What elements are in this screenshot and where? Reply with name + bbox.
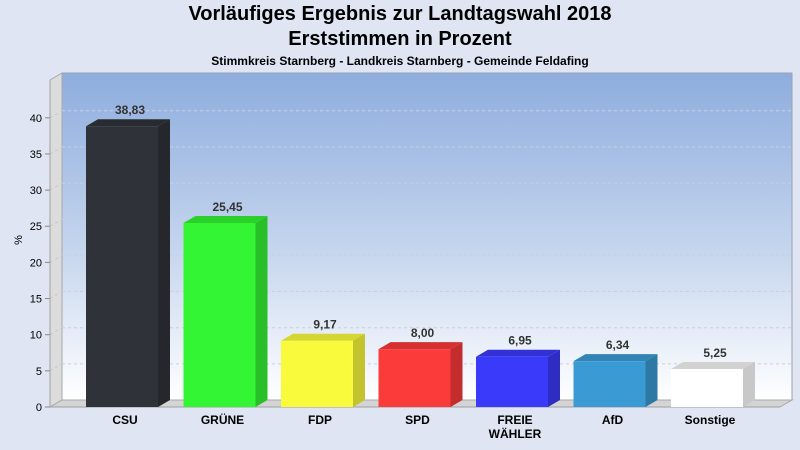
bar-freie-wähler [476,349,560,407]
bar-csu [86,119,170,407]
plot-side-wall [49,72,63,408]
y-tick-label: 10 [30,330,42,342]
value-label: 25,45 [212,200,242,214]
bar-fdp [281,333,365,407]
category-label: FDP [308,413,332,427]
gridline-side [49,182,63,191]
bar-spd [378,342,463,407]
category-label: WÄHLER [489,426,542,441]
gridline-side [49,146,63,155]
bar-front [281,340,353,407]
gridline-side [49,218,63,227]
value-label: 8,00 [411,326,435,340]
y-tick-label: 5 [36,366,42,378]
category-label: GRÜNE [201,412,244,427]
bar-top [476,349,560,357]
bar-afd [573,354,658,407]
bar-top [86,119,170,127]
gridline-side [49,110,63,119]
bar-side [158,119,170,407]
bar-side [645,354,658,407]
gridline-side [49,254,63,263]
y-tick-label: 40 [30,113,42,125]
bar-top [573,354,658,362]
y-axis-label: % [13,235,25,245]
value-label: 6,95 [508,334,532,348]
value-label: 9,17 [313,318,337,332]
chart-subtitle: Erststimmen in Prozent [288,28,512,50]
bar-top [671,362,755,370]
bar-front [378,349,451,407]
y-tick-label: 0 [36,402,42,414]
bar-top [378,342,463,350]
bar-top [281,333,365,341]
bar-side [743,362,755,407]
y-tick-label: 30 [30,185,42,197]
bar-front [183,222,256,407]
gridline-side [49,291,63,299]
value-label: 38,83 [115,103,145,117]
y-tick-label: 15 [30,294,42,306]
value-label: 6,34 [606,338,630,352]
bar-side [255,215,268,407]
bar-front [86,126,158,407]
gridline-side [49,363,63,372]
bar-side [353,333,365,407]
bar-front [476,356,548,407]
chart-location: Stimmkreis Starnberg - Landkreis Starnbe… [211,54,589,68]
chart-title: Vorläufiges Ergebnis zur Landtagswahl 20… [188,3,612,25]
bar-side [450,342,463,407]
category-label: CSU [112,413,137,427]
category-label: Sonstige [685,413,736,427]
category-label: FREIE [497,413,532,427]
category-label: AfD [602,413,624,427]
bar-sonstige [671,362,755,407]
value-label: 5,25 [703,346,727,360]
bar-side [548,349,560,407]
bar-front [573,361,646,407]
bar-grüne [183,215,268,407]
y-tick-label: 25 [30,221,42,233]
y-tick-label: 35 [30,149,42,161]
bar-front [671,369,743,407]
bar-top [183,215,268,223]
y-tick-label: 20 [30,257,42,269]
gridline-side [49,327,63,336]
category-label: SPD [405,413,430,427]
